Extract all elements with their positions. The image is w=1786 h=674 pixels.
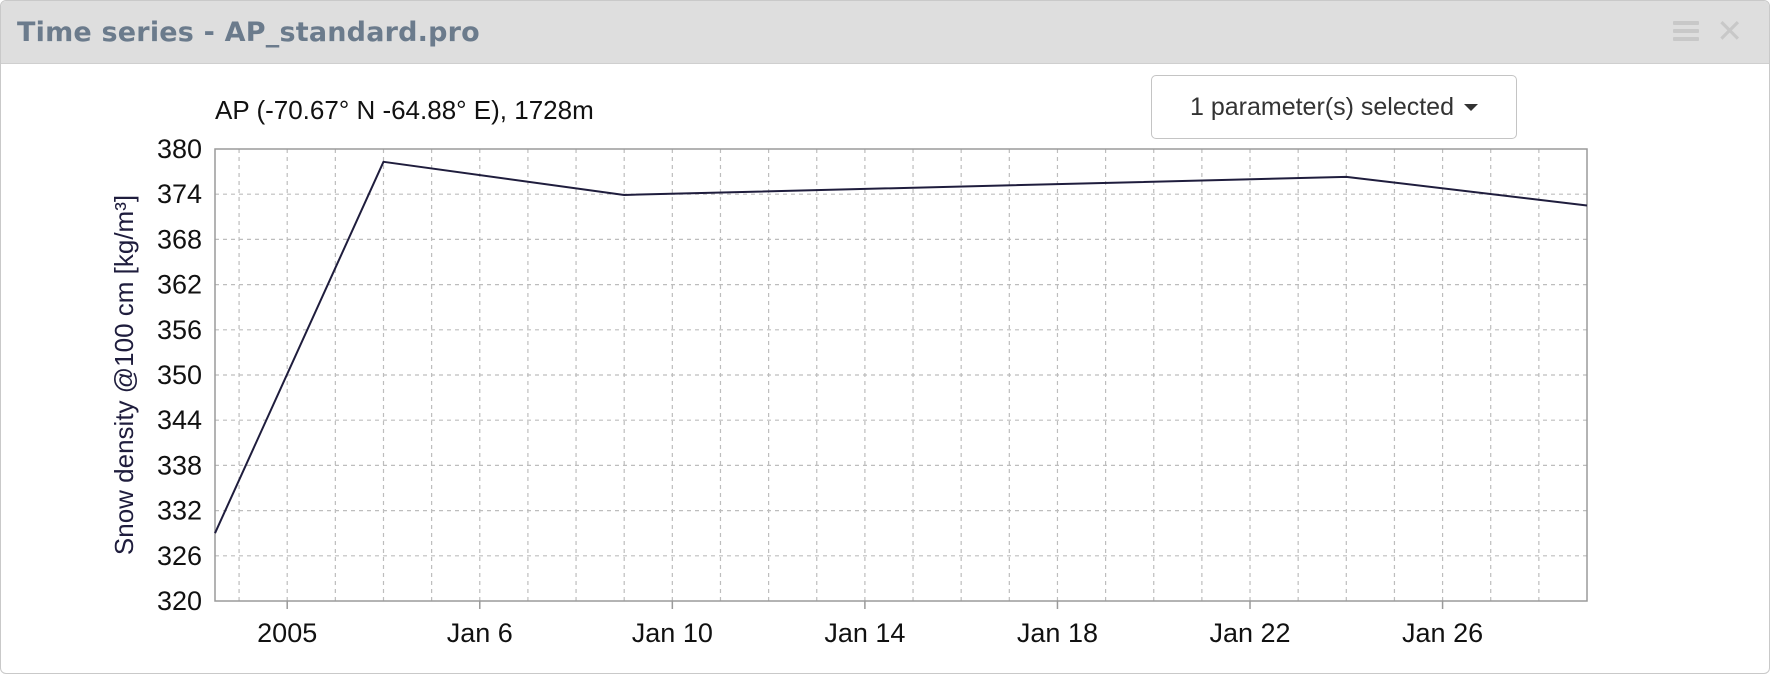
x-tick-label: 2005 [257, 618, 317, 648]
y-tick-label: 374 [157, 179, 202, 209]
y-tick-label: 338 [157, 450, 202, 480]
close-icon[interactable]: ✕ [1716, 12, 1743, 50]
chart-grid [215, 149, 1587, 601]
parameter-select-label: 1 parameter(s) selected [1189, 92, 1454, 121]
y-axis-label: Snow density @100 cm [kg/m³] [109, 195, 139, 555]
y-tick-label: 350 [157, 360, 202, 390]
x-tick-label: Jan 10 [632, 618, 713, 648]
y-tick-label: 326 [157, 541, 202, 571]
chart-title: AP (-70.67° N -64.88° E), 1728m [215, 95, 594, 125]
window-title: Time series - AP_standard.pro [17, 17, 480, 48]
plot-area-frame [214, 148, 1588, 602]
hamburger-menu-icon[interactable] [1673, 21, 1699, 43]
y-axis-ticks: 380 374 368 362 356 350 344 338 332 326 320 [157, 134, 202, 616]
x-tick-label: Jan 14 [824, 618, 905, 648]
y-tick-label: 356 [157, 315, 202, 345]
y-tick-label: 320 [157, 586, 202, 616]
x-tick-label: Jan 26 [1402, 618, 1483, 648]
chart-series [214, 160, 1588, 534]
x-tick-label: Jan 6 [447, 618, 513, 648]
series-line [214, 160, 1588, 534]
x-axis-ticks: 2005 Jan 6 Jan 10 Jan 14 Jan 18 Jan 22 Jan 26 [257, 601, 1483, 648]
y-tick-label: 380 [157, 134, 202, 164]
y-tick-label: 332 [157, 496, 202, 526]
caret-down-icon [1464, 103, 1478, 111]
x-tick-label: Jan 18 [1017, 618, 1098, 648]
parameter-select-dropdown[interactable]: 1 parameter(s) selected [1151, 75, 1517, 139]
y-tick-label: 362 [157, 270, 202, 300]
x-tick-label: Jan 22 [1209, 618, 1290, 648]
y-tick-label: 368 [157, 224, 202, 254]
window-titlebar[interactable]: Time series - AP_standard.pro ✕ [1, 1, 1769, 64]
y-tick-label: 344 [157, 405, 202, 435]
